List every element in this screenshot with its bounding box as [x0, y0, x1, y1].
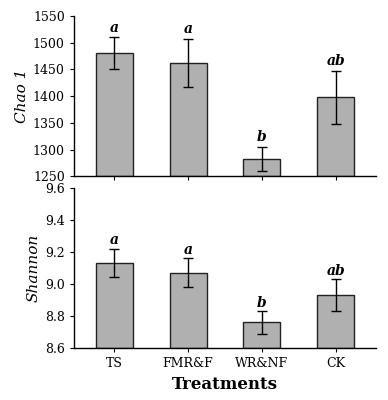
Bar: [96, 54, 133, 176]
Text: b: b: [257, 296, 267, 310]
Bar: [170, 63, 206, 176]
Y-axis label: Chao 1: Chao 1: [14, 69, 29, 123]
Y-axis label: Shannon: Shannon: [27, 234, 41, 302]
Text: a: a: [110, 233, 119, 247]
Text: ab: ab: [326, 54, 345, 68]
Bar: [317, 295, 354, 348]
Bar: [244, 159, 281, 176]
Text: ab: ab: [326, 264, 345, 278]
Bar: [170, 273, 206, 348]
Text: a: a: [110, 21, 119, 35]
Bar: [317, 97, 354, 176]
Bar: [96, 263, 133, 348]
X-axis label: Treatments: Treatments: [172, 376, 278, 392]
Text: a: a: [184, 243, 192, 257]
Text: a: a: [184, 22, 192, 36]
Bar: [244, 322, 281, 348]
Text: b: b: [257, 130, 267, 144]
